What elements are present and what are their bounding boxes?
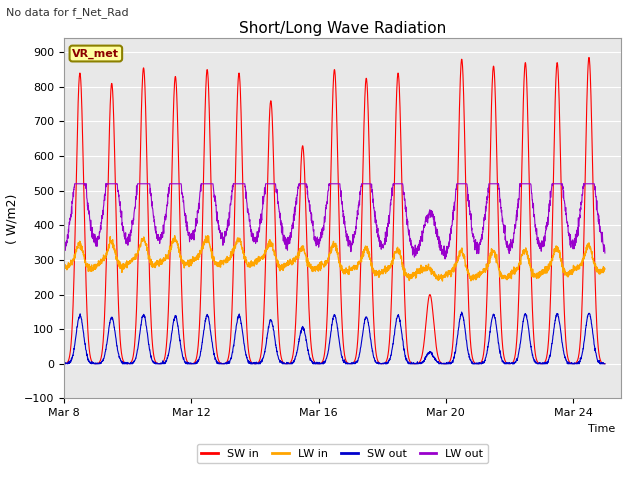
LW out (441, 256, 449, 262)
LW in (102, 251, 110, 256)
SW out (458, 309, 465, 315)
SW in (223, 360, 230, 365)
LW out (170, 181, 178, 187)
SW in (170, 101, 177, 107)
LW in (438, 278, 446, 284)
LW in (223, 256, 230, 262)
LW out (601, 250, 609, 256)
SW in (411, 361, 419, 367)
SW out (486, 324, 494, 330)
SW in (177, 253, 184, 259)
Line: LW out: LW out (64, 184, 605, 259)
SW out (170, 318, 177, 324)
SW out (102, 342, 110, 348)
Text: VR_met: VR_met (72, 48, 119, 59)
SW in (358, 238, 365, 244)
SW out (177, 342, 184, 348)
LW out (487, 181, 495, 187)
SW out (223, 361, 230, 367)
LW in (171, 233, 179, 239)
LW out (358, 181, 365, 187)
LW in (487, 255, 495, 261)
Legend: SW in, LW in, SW out, LW out: SW in, LW in, SW out, LW out (197, 444, 488, 463)
SW out (601, 361, 609, 367)
LW in (601, 266, 609, 272)
SW in (60, 361, 68, 367)
Y-axis label: ( W/m2): ( W/m2) (5, 193, 19, 243)
SW in (585, 55, 593, 60)
Title: Short/Long Wave Radiation: Short/Long Wave Radiation (239, 21, 446, 36)
LW out (60, 252, 68, 258)
LW in (60, 265, 68, 271)
LW out (71, 181, 79, 187)
SW in (486, 149, 494, 155)
LW out (177, 181, 185, 187)
Line: SW out: SW out (64, 312, 605, 364)
X-axis label: Time: Time (588, 423, 615, 433)
LW in (358, 259, 365, 264)
Line: SW in: SW in (64, 58, 605, 364)
LW out (223, 227, 230, 233)
SW out (358, 341, 365, 347)
SW in (102, 253, 110, 259)
SW in (601, 361, 609, 367)
SW out (60, 361, 68, 367)
Text: No data for f_Net_Rad: No data for f_Net_Rad (6, 7, 129, 18)
LW in (170, 239, 177, 245)
LW in (177, 256, 185, 262)
Line: LW in: LW in (64, 236, 605, 281)
LW out (103, 181, 111, 187)
